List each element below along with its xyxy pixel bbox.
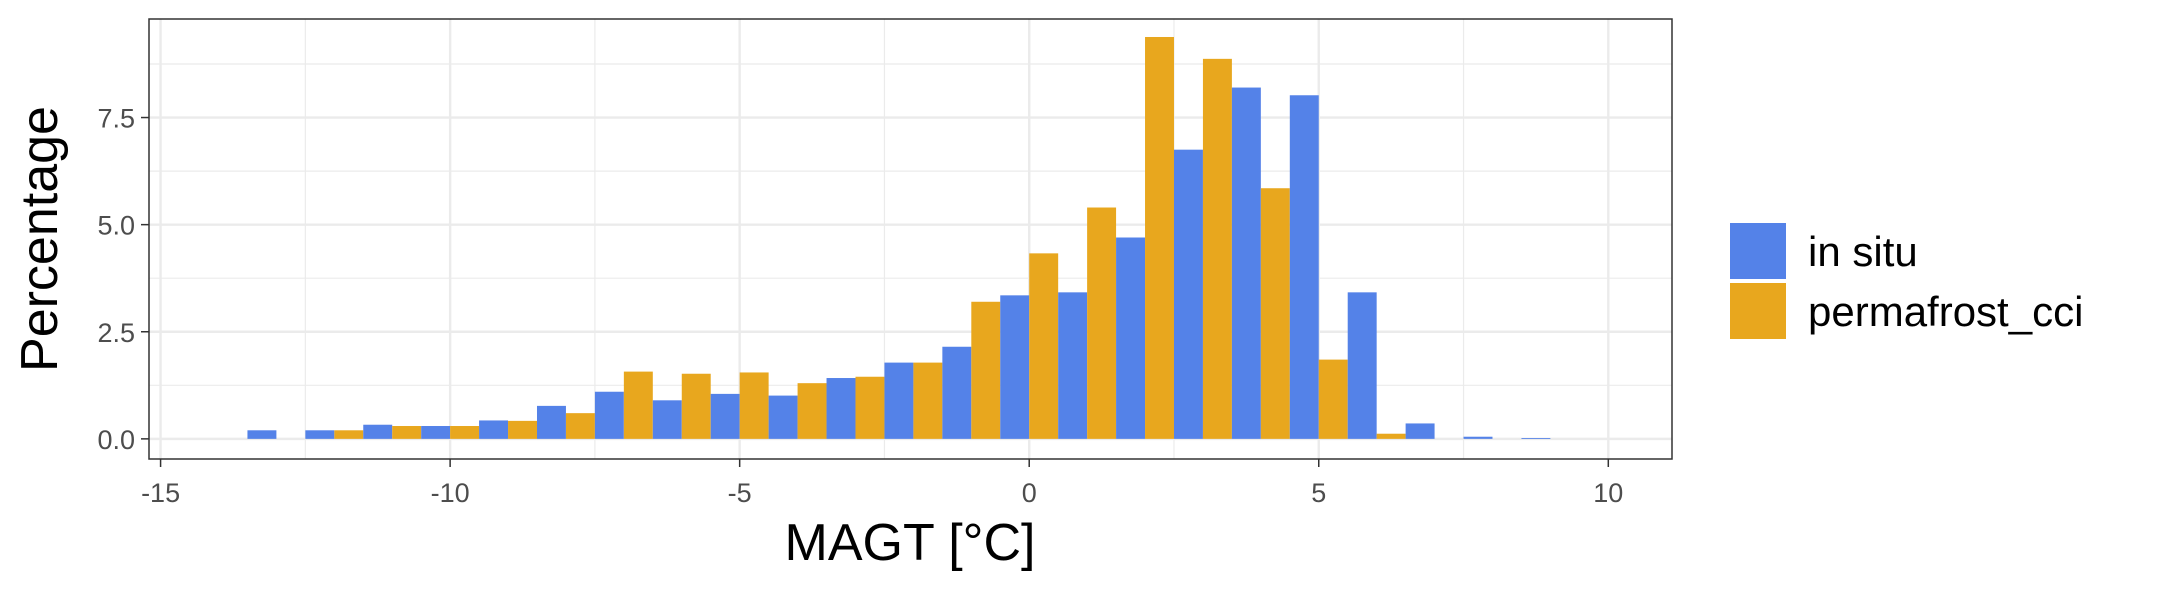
bar-permafrost-cci <box>913 362 943 439</box>
bar-in-situ <box>1116 237 1146 439</box>
bar-in-situ <box>1231 87 1261 439</box>
axes: -15 -10 -5 0 5 10 0.0 2.5 5.0 7.5 <box>97 104 1623 508</box>
bar-permafrost-cci <box>1260 188 1290 439</box>
bar-in-situ <box>1347 292 1377 439</box>
legend-label: permafrost_cci <box>1808 288 2083 335</box>
bar-in-situ <box>421 426 451 439</box>
y-axis-title: Percentage <box>11 106 69 372</box>
bar-permafrost-cci <box>623 371 653 439</box>
bar-in-situ <box>652 400 682 439</box>
bar-permafrost-cci <box>739 372 769 439</box>
bar-in-situ <box>305 430 335 439</box>
x-tick-label: 5 <box>1311 478 1326 508</box>
x-tick-label: 0 <box>1022 478 1037 508</box>
bar-in-situ <box>536 405 566 439</box>
x-axis-title: MAGT [°C] <box>785 514 1036 572</box>
bar-in-situ <box>594 391 624 439</box>
bar-in-situ <box>1521 438 1551 439</box>
bar-permafrost-cci <box>1087 207 1117 439</box>
bar-in-situ <box>826 378 856 439</box>
bar-permafrost-cci <box>508 420 537 439</box>
legend-key <box>1730 283 1786 339</box>
x-tick-label: -5 <box>728 478 752 508</box>
y-tick-label: 0.0 <box>97 425 135 455</box>
bar-in-situ <box>942 346 972 439</box>
bar-in-situ <box>1058 292 1088 439</box>
legend-key <box>1730 223 1786 279</box>
bar-in-situ <box>1000 295 1030 439</box>
bar-in-situ <box>1405 423 1435 439</box>
y-axis-title-group: Percentage <box>11 106 69 372</box>
bar-permafrost-cci <box>855 376 885 439</box>
bar-permafrost-cci <box>450 426 480 439</box>
x-tick-label: 10 <box>1593 478 1623 508</box>
bar-permafrost-cci <box>1318 359 1348 439</box>
y-tick-label: 2.5 <box>97 318 135 348</box>
bar-in-situ <box>884 362 914 439</box>
bars <box>247 36 1551 439</box>
bar-in-situ <box>363 424 393 439</box>
bar-in-situ <box>1463 436 1493 439</box>
x-tick-label: -10 <box>431 478 470 508</box>
bar-permafrost-cci <box>334 430 364 439</box>
y-tick-label: 5.0 <box>97 211 135 241</box>
bar-permafrost-cci <box>971 301 1001 439</box>
bar-in-situ <box>247 430 277 439</box>
y-tick-label: 7.5 <box>97 104 135 134</box>
bar-permafrost-cci <box>681 373 711 439</box>
legend: in situ permafrost_cci <box>1730 223 2083 339</box>
panel-border <box>148 18 1673 460</box>
bar-permafrost-cci <box>1145 36 1174 439</box>
bar-in-situ <box>1289 95 1319 439</box>
bar-in-situ <box>1173 149 1203 439</box>
bar-permafrost-cci <box>797 383 827 439</box>
bar-in-situ <box>768 395 798 439</box>
legend-label: in situ <box>1808 228 1918 275</box>
bar-permafrost-cci <box>1029 253 1059 439</box>
bar-permafrost-cci <box>1202 58 1232 439</box>
bar-permafrost-cci <box>392 426 422 439</box>
bar-permafrost-cci <box>1376 433 1406 439</box>
bar-in-situ <box>710 393 740 439</box>
bar-permafrost-cci <box>565 413 595 439</box>
x-tick-label: -15 <box>141 478 180 508</box>
x-axis-title-group: MAGT [°C] <box>785 514 1036 572</box>
bar-in-situ <box>479 420 509 439</box>
